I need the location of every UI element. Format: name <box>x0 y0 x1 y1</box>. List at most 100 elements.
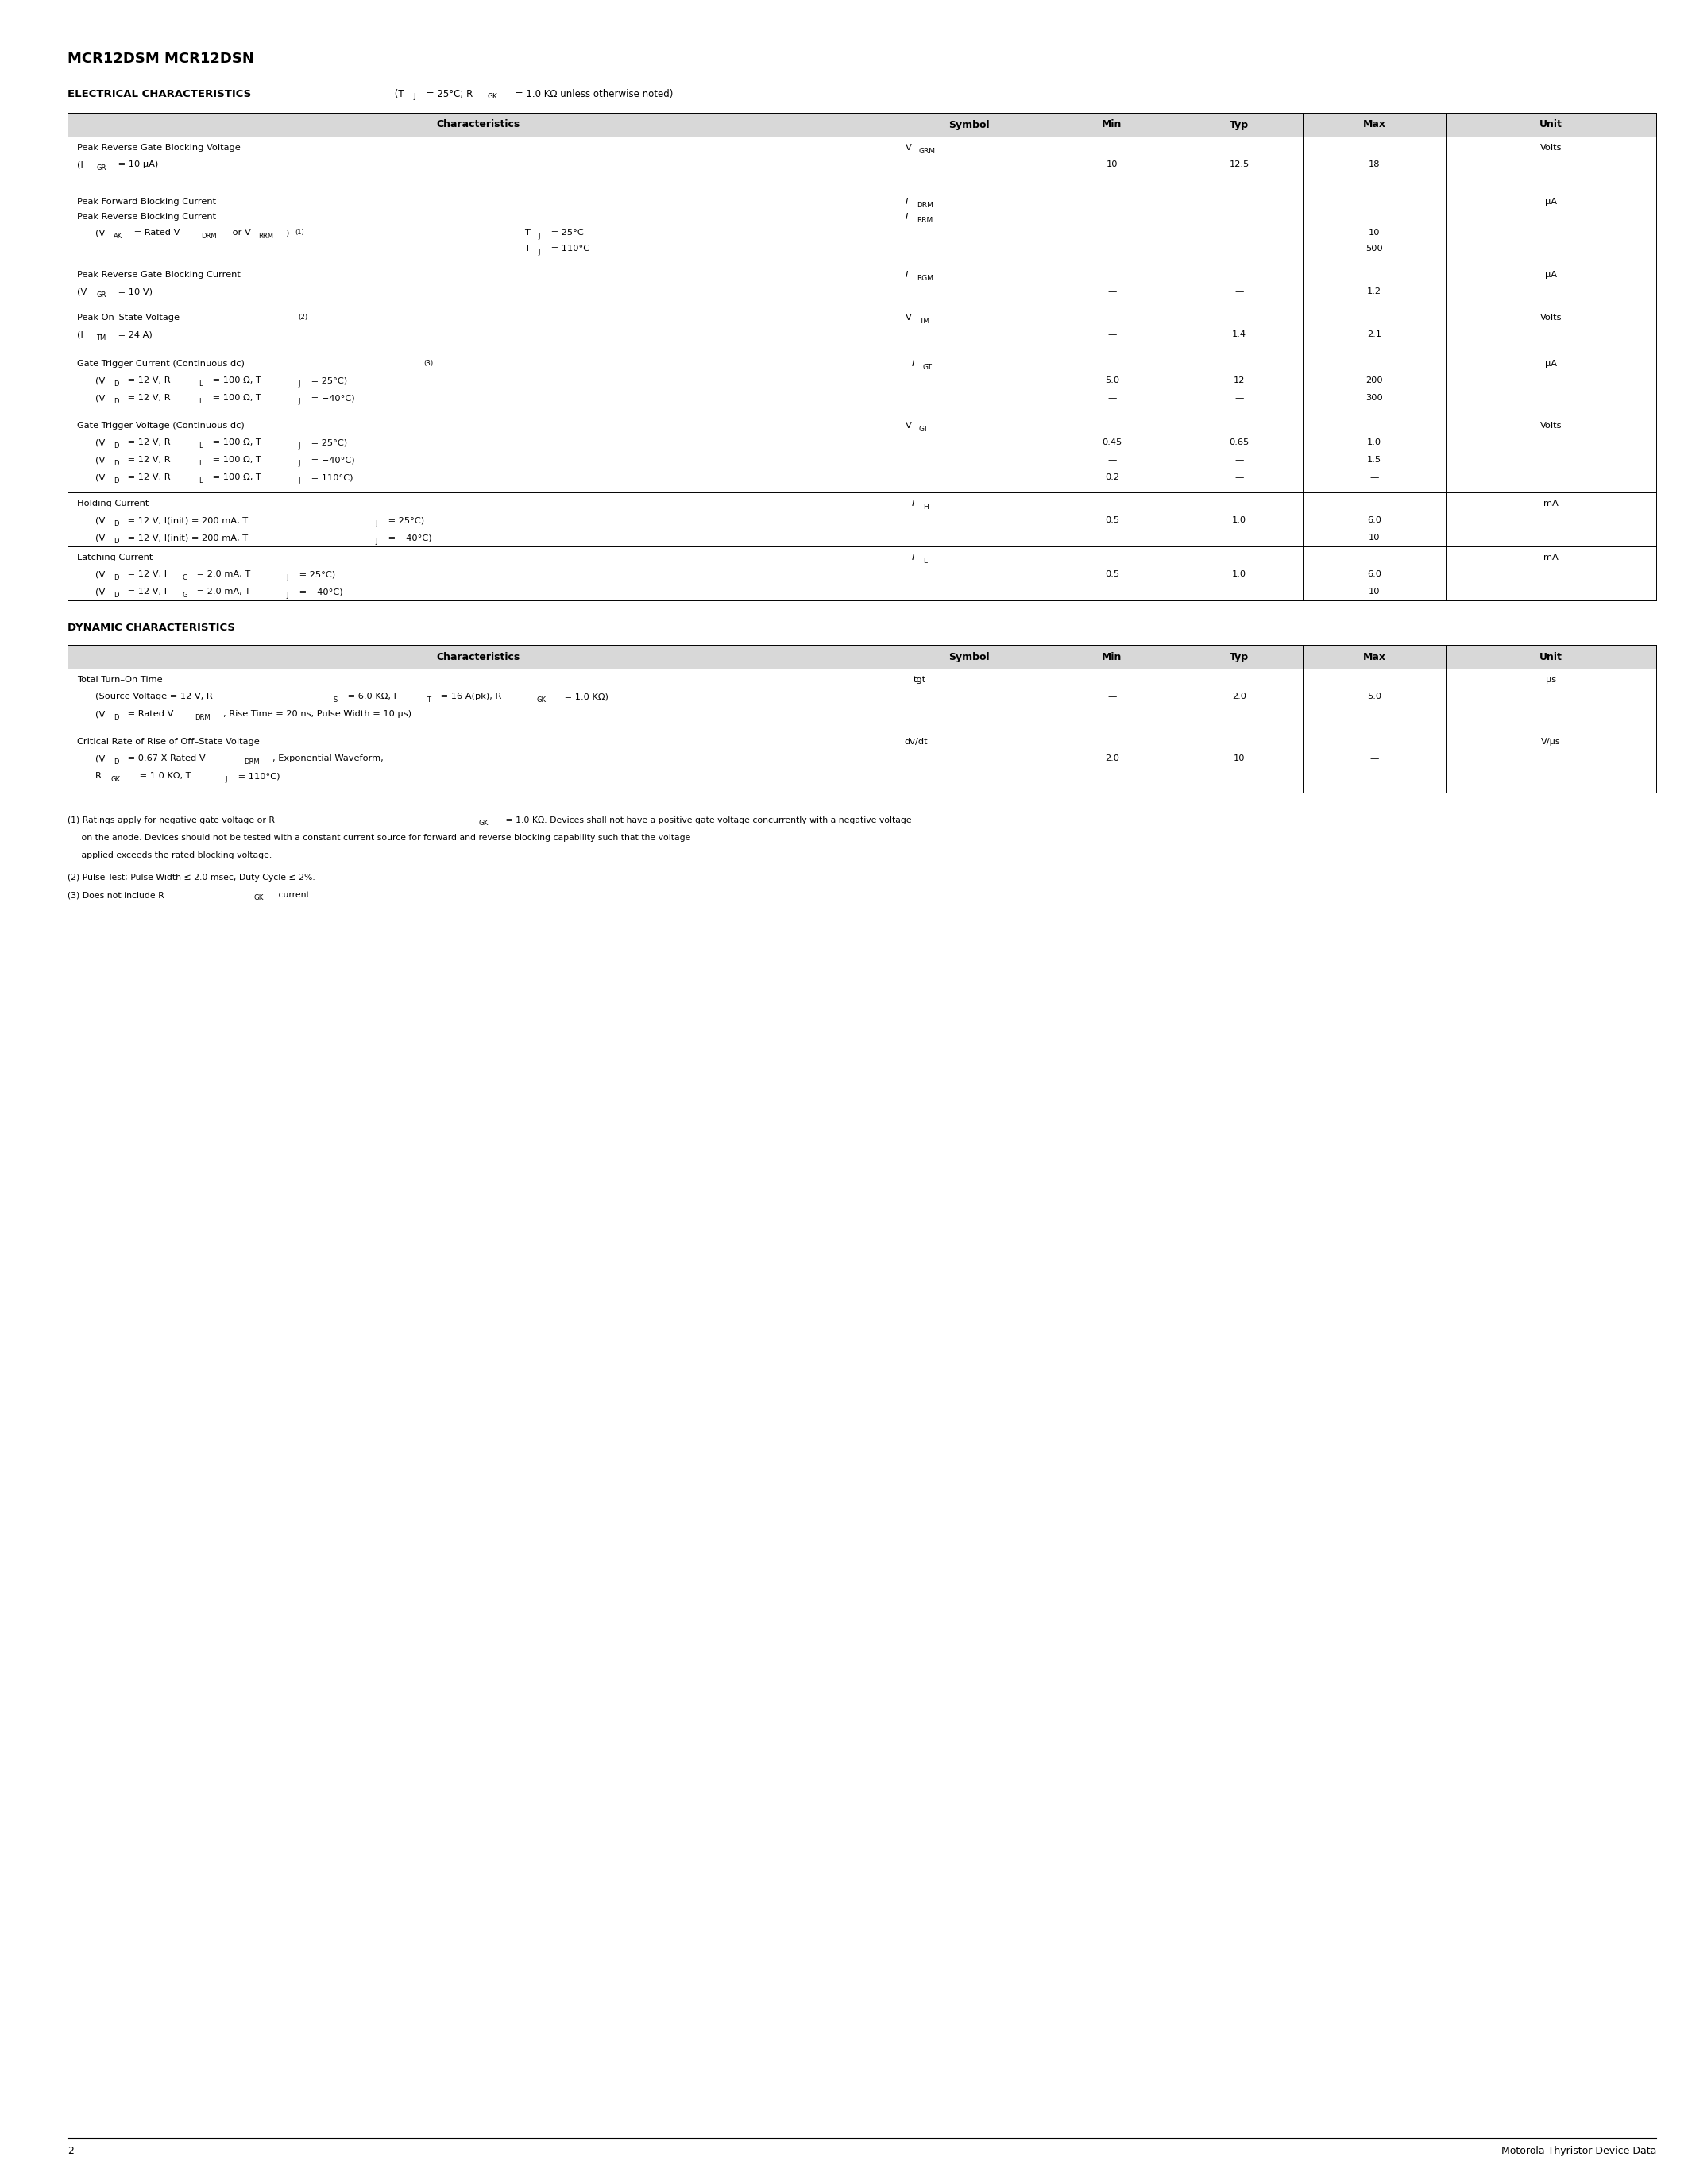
Text: GR: GR <box>96 290 106 299</box>
Text: J: J <box>538 249 540 256</box>
Text: Gate Trigger Voltage (Continuous dc): Gate Trigger Voltage (Continuous dc) <box>78 422 245 430</box>
Text: TM: TM <box>96 334 106 341</box>
Text: = 25°C): = 25°C) <box>385 515 424 524</box>
Text: Unit: Unit <box>1539 651 1563 662</box>
Text: (Source Voltage = 12 V, R: (Source Voltage = 12 V, R <box>95 692 213 701</box>
Text: 200: 200 <box>1366 376 1382 384</box>
Text: 1.2: 1.2 <box>1367 288 1381 295</box>
Text: (T: (T <box>392 90 403 98</box>
Text: = 1.0 KΩ, T: = 1.0 KΩ, T <box>137 771 191 780</box>
Text: 2.0: 2.0 <box>1106 753 1119 762</box>
Text: = 12 V, I(init) = 200 mA, T: = 12 V, I(init) = 200 mA, T <box>125 533 248 542</box>
Text: D: D <box>113 478 118 485</box>
Text: MCR12DSM MCR12DSN: MCR12DSM MCR12DSN <box>68 52 255 66</box>
Text: GRM: GRM <box>918 149 935 155</box>
Text: J: J <box>414 94 415 100</box>
Text: T: T <box>427 697 430 703</box>
Text: = 25°C): = 25°C) <box>309 439 348 446</box>
Text: Peak On–State Voltage: Peak On–State Voltage <box>78 314 182 321</box>
Text: dv/dt: dv/dt <box>905 738 927 745</box>
Text: —: — <box>1234 474 1244 480</box>
Text: 10: 10 <box>1106 159 1117 168</box>
Text: Peak Reverse Gate Blocking Current: Peak Reverse Gate Blocking Current <box>78 271 241 280</box>
Text: = 10 μA): = 10 μA) <box>115 159 159 168</box>
Text: DRM: DRM <box>201 234 216 240</box>
Text: μA: μA <box>1545 271 1556 280</box>
Text: (V: (V <box>95 439 105 446</box>
Text: = −40°C): = −40°C) <box>309 456 354 463</box>
Text: = 1.0 KΩ): = 1.0 KΩ) <box>562 692 608 701</box>
Text: Symbol: Symbol <box>949 120 989 129</box>
Text: Typ: Typ <box>1229 120 1249 129</box>
Text: (V: (V <box>95 376 105 384</box>
Text: —: — <box>1234 533 1244 542</box>
Text: I: I <box>912 500 915 507</box>
Text: μA: μA <box>1545 199 1556 205</box>
Text: = Rated V: = Rated V <box>132 229 181 236</box>
Text: V: V <box>905 422 912 430</box>
Text: mA: mA <box>1543 553 1558 561</box>
Text: Characteristics: Characteristics <box>437 120 520 129</box>
Text: I: I <box>905 212 908 221</box>
Text: T: T <box>525 245 530 253</box>
Text: = 25°C; R: = 25°C; R <box>424 90 473 98</box>
Text: on the anode. Devices should not be tested with a constant current source for fo: on the anode. Devices should not be test… <box>68 834 690 841</box>
Text: = 16 A(pk), R: = 16 A(pk), R <box>437 692 501 701</box>
Text: J: J <box>285 592 289 598</box>
Bar <box>68 644 1656 668</box>
Text: R: R <box>95 771 101 780</box>
Text: = 12 V, R: = 12 V, R <box>125 456 170 463</box>
Text: (I: (I <box>78 159 83 168</box>
Text: —: — <box>1107 692 1117 701</box>
Text: —: — <box>1107 456 1117 463</box>
Text: G: G <box>182 592 187 598</box>
Text: (2): (2) <box>297 314 307 321</box>
Text: J: J <box>225 775 226 784</box>
Text: μA: μA <box>1545 360 1556 367</box>
Text: D: D <box>113 592 118 598</box>
Text: = 1.0 KΩ. Devices shall not have a positive gate voltage concurrently with a neg: = 1.0 KΩ. Devices shall not have a posit… <box>503 817 912 823</box>
Text: Gate Trigger Current (Continuous dc): Gate Trigger Current (Continuous dc) <box>78 360 248 367</box>
Text: (3): (3) <box>424 360 434 367</box>
Text: —: — <box>1107 288 1117 295</box>
Text: D: D <box>113 714 118 721</box>
Text: (V: (V <box>95 393 105 402</box>
Text: or V: or V <box>230 229 252 236</box>
Text: H: H <box>923 505 928 511</box>
Text: = −40°C): = −40°C) <box>297 587 343 596</box>
Text: S: S <box>334 697 338 703</box>
Text: 1.4: 1.4 <box>1232 330 1246 339</box>
Text: GK: GK <box>479 819 490 828</box>
Text: 6.0: 6.0 <box>1367 515 1381 524</box>
Text: tgt: tgt <box>913 675 927 684</box>
Text: current.: current. <box>275 891 312 900</box>
Text: = Rated V: = Rated V <box>125 710 174 719</box>
Text: = 110°C: = 110°C <box>549 245 589 253</box>
Text: = 2.0 mA, T: = 2.0 mA, T <box>194 587 250 596</box>
Text: V/μs: V/μs <box>1541 738 1561 745</box>
Text: J: J <box>297 443 300 450</box>
Text: GR: GR <box>96 164 106 173</box>
Text: (1) Ratings apply for negative gate voltage or R: (1) Ratings apply for negative gate volt… <box>68 817 275 823</box>
Text: L: L <box>923 557 927 566</box>
Text: —: — <box>1369 474 1379 480</box>
Text: = 100 Ω, T: = 100 Ω, T <box>209 456 262 463</box>
Text: —: — <box>1107 393 1117 402</box>
Text: Characteristics: Characteristics <box>437 651 520 662</box>
Text: = 12 V, R: = 12 V, R <box>125 376 170 384</box>
Text: , Exponential Waveform,: , Exponential Waveform, <box>272 753 383 762</box>
Text: (V: (V <box>95 587 105 596</box>
Text: 1.0: 1.0 <box>1232 515 1246 524</box>
Text: DYNAMIC CHARACTERISTICS: DYNAMIC CHARACTERISTICS <box>68 622 235 633</box>
Text: T: T <box>525 229 530 236</box>
Text: D: D <box>113 397 118 404</box>
Text: 300: 300 <box>1366 393 1382 402</box>
Text: (1): (1) <box>295 229 304 236</box>
Text: Volts: Volts <box>1539 422 1561 430</box>
Text: GK: GK <box>486 94 498 100</box>
Text: (V: (V <box>95 710 105 719</box>
Text: applied exceeds the rated blocking voltage.: applied exceeds the rated blocking volta… <box>68 852 272 858</box>
Text: = 110°C): = 110°C) <box>235 771 280 780</box>
Text: (3) Does not include R: (3) Does not include R <box>68 891 164 900</box>
Text: 0.5: 0.5 <box>1106 570 1119 579</box>
